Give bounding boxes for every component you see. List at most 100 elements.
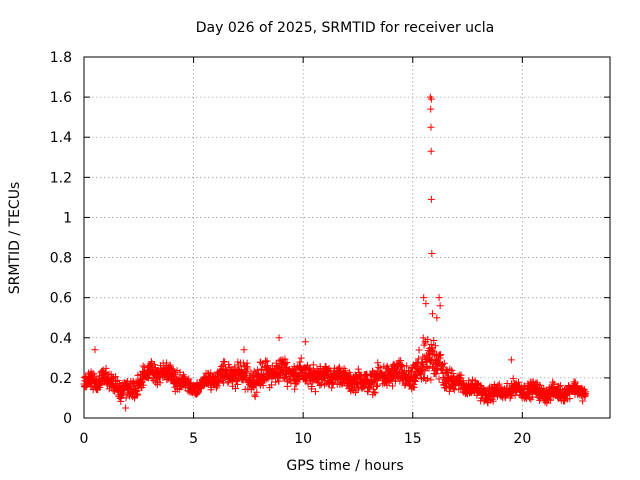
data-point [282,375,290,383]
data-point [152,364,160,372]
data-point [122,394,130,402]
data-point [114,376,122,384]
data-point [194,389,202,397]
data-point [279,374,287,382]
data-point [213,382,221,390]
data-point [272,378,280,386]
data-point [428,250,436,258]
data-point [263,357,271,365]
data-point [283,358,291,366]
data-point [166,361,174,369]
data-point [138,378,146,386]
data-point [494,381,502,389]
data-point [427,147,435,155]
data-point [427,195,435,203]
data-point [306,365,314,373]
data-point [144,374,152,382]
axis-ticks [83,56,610,419]
data-point [353,386,361,394]
data-point [91,346,99,354]
data-point [173,367,181,375]
data-point [275,334,283,342]
data-point [341,370,349,378]
data-point [328,384,336,392]
data-point [397,361,405,369]
data-point [374,381,382,389]
data-point [172,370,180,378]
y-tick-label: 1.2 [50,170,72,186]
data-point [231,384,239,392]
y-tick-label: 0.2 [50,371,72,387]
data-point [364,375,372,383]
data-point [341,367,349,375]
data-point [423,374,431,382]
data-point [207,369,215,377]
data-point [425,364,433,372]
data-point [100,369,108,377]
data-point [415,346,423,354]
data-point [374,359,382,367]
data-point [244,385,252,393]
plot-frame [83,56,611,419]
data-point [412,359,420,367]
x-tick-label: 0 [80,431,89,447]
data-point [234,380,242,388]
data-point [507,356,515,364]
data-point [250,367,258,375]
data-point [411,373,419,381]
data-point [119,390,127,398]
data-point [433,314,441,322]
data-point [181,374,189,382]
data-point [329,379,337,387]
y-tick-label: 1.4 [50,130,72,146]
data-point [393,372,401,380]
data-point [420,294,428,302]
data-point [437,351,445,359]
data-point [383,381,391,389]
data-point [509,375,517,383]
data-point [566,395,574,403]
data-point [301,338,309,346]
data-point [419,334,427,342]
data-point [102,364,110,372]
data-point [427,341,435,349]
data-point [134,390,142,398]
y-tick-label: 0.6 [50,291,72,307]
y-axis-label: SRMTID / TECUs [7,182,23,295]
data-point [371,389,379,397]
data-point [116,394,124,402]
data-point [310,366,318,374]
data-point [427,105,435,113]
data-point [431,355,439,363]
data-point [514,378,522,386]
data-point [428,310,436,318]
data-point [395,373,403,381]
data-point [410,383,418,391]
data-points [80,93,590,412]
data-point [291,385,299,393]
data-point [364,388,372,396]
data-point [139,381,147,389]
data-point [354,365,362,373]
y-tick-label: 1.6 [50,90,72,106]
data-point [138,377,146,385]
data-point [439,363,447,371]
data-point [536,381,544,389]
data-point [243,359,251,367]
data-point [287,379,295,387]
data-point [557,382,565,390]
data-point [375,363,383,371]
data-point [122,404,130,412]
data-point [398,361,406,369]
data-point [308,383,316,391]
x-tick-label: 10 [294,431,312,447]
data-point [449,370,457,378]
data-point [457,371,465,379]
data-point [582,388,590,396]
y-tick-label: 1.8 [50,50,72,66]
data-point [407,368,415,376]
data-point [431,342,439,350]
data-point [273,362,281,370]
data-point [495,380,503,388]
data-point [150,361,158,369]
